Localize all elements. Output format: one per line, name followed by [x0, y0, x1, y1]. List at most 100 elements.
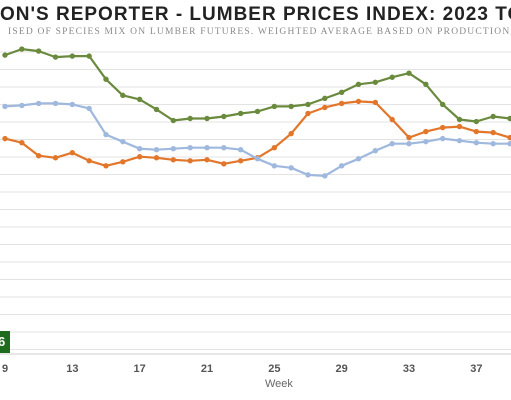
data-point-green	[338, 89, 345, 96]
data-point-green	[507, 115, 511, 122]
x-tick-label: 29	[336, 363, 348, 375]
data-point-green	[86, 53, 92, 59]
data-point-orange	[355, 98, 362, 105]
data-point-green	[35, 48, 42, 54]
data-point-orange	[271, 144, 278, 151]
data-point-orange	[490, 129, 496, 136]
data-point-orange	[170, 157, 177, 163]
x-tick-label: 21	[201, 363, 213, 375]
data-point-blue	[254, 156, 261, 162]
data-point-blue	[406, 140, 412, 147]
data-point-blue	[507, 140, 511, 147]
x-axis-label: Week	[265, 378, 293, 390]
data-point-orange	[221, 161, 227, 167]
data-point-orange	[136, 154, 143, 160]
x-tick-label: 13	[66, 363, 78, 375]
data-point-blue	[52, 100, 59, 107]
data-point-blue	[490, 140, 496, 147]
data-point-orange	[507, 134, 511, 141]
data-point-green	[322, 95, 328, 102]
data-point-green	[120, 92, 126, 99]
data-point-blue	[439, 135, 446, 142]
data-point-green	[153, 106, 160, 113]
data-point-orange	[423, 128, 429, 135]
data-point-green	[406, 70, 412, 76]
data-point-green	[389, 74, 395, 80]
data-point-orange	[153, 155, 160, 161]
data-point-green	[254, 108, 261, 115]
data-point-blue	[170, 145, 177, 152]
data-point-green	[305, 101, 311, 108]
data-point-orange	[120, 159, 126, 165]
data-point-blue	[103, 131, 109, 138]
data-point-blue	[136, 145, 143, 152]
data-point-blue	[305, 172, 311, 178]
data-point-blue	[423, 138, 429, 145]
data-point-blue	[271, 163, 278, 169]
data-point-blue	[322, 173, 328, 179]
data-point-green	[170, 117, 177, 124]
data-point-blue	[355, 156, 362, 162]
data-point-green	[423, 81, 429, 87]
data-point-orange	[52, 155, 59, 161]
data-point-blue	[389, 140, 395, 147]
x-tick-label: 25	[268, 363, 280, 375]
data-point-green	[372, 79, 379, 85]
data-point-blue	[35, 100, 42, 107]
data-point-blue	[221, 144, 227, 151]
data-point-orange	[35, 153, 42, 159]
data-point-blue	[153, 147, 160, 153]
data-point-blue	[456, 137, 463, 144]
chart-title: ON'S REPORTER - LUMBER PRICES INDEX: 202…	[0, 4, 511, 25]
data-point-green	[439, 101, 446, 108]
data-point-orange	[204, 157, 210, 163]
data-point-green	[103, 76, 109, 82]
data-point-orange	[69, 150, 76, 156]
data-point-orange	[187, 158, 193, 164]
data-point-green	[456, 116, 463, 123]
x-tick-label: 9	[2, 363, 8, 375]
data-point-blue	[187, 144, 193, 151]
data-point-orange	[237, 158, 244, 164]
data-point-green	[221, 113, 227, 120]
data-point-blue	[237, 147, 244, 153]
data-point-orange	[372, 99, 379, 106]
data-point-blue	[338, 163, 345, 169]
data-point-orange	[389, 116, 395, 123]
x-tick-label: 33	[403, 363, 415, 375]
data-point-blue	[288, 165, 294, 171]
data-point-orange	[19, 139, 25, 146]
data-point-green	[2, 52, 8, 58]
x-tick-label: 17	[134, 363, 146, 375]
x-tick-label: 37	[470, 363, 482, 375]
data-point-blue	[69, 101, 76, 108]
data-point-orange	[338, 100, 345, 107]
data-point-orange	[288, 130, 294, 137]
data-point-green	[204, 115, 210, 122]
data-point-orange	[103, 163, 109, 169]
data-point-orange	[305, 110, 311, 117]
data-point-green	[19, 46, 25, 52]
data-point-green	[355, 81, 362, 87]
data-point-green	[288, 103, 294, 110]
data-point-orange	[322, 104, 328, 111]
data-point-green	[69, 53, 76, 59]
data-point-orange	[2, 135, 8, 142]
data-point-blue	[204, 144, 210, 151]
data-point-green	[187, 115, 193, 122]
data-point-green	[52, 54, 59, 60]
data-point-blue	[372, 148, 379, 154]
data-point-blue	[120, 138, 126, 145]
data-point-orange	[473, 128, 480, 135]
data-point-blue	[19, 102, 25, 109]
data-point-blue	[86, 105, 92, 112]
data-point-blue	[473, 139, 480, 146]
data-point-orange	[86, 158, 92, 164]
data-point-blue	[2, 103, 8, 110]
data-point-orange	[439, 124, 446, 131]
data-point-orange	[456, 123, 463, 130]
data-point-green	[271, 103, 278, 110]
data-point-orange	[406, 134, 412, 141]
data-point-green	[490, 113, 496, 120]
